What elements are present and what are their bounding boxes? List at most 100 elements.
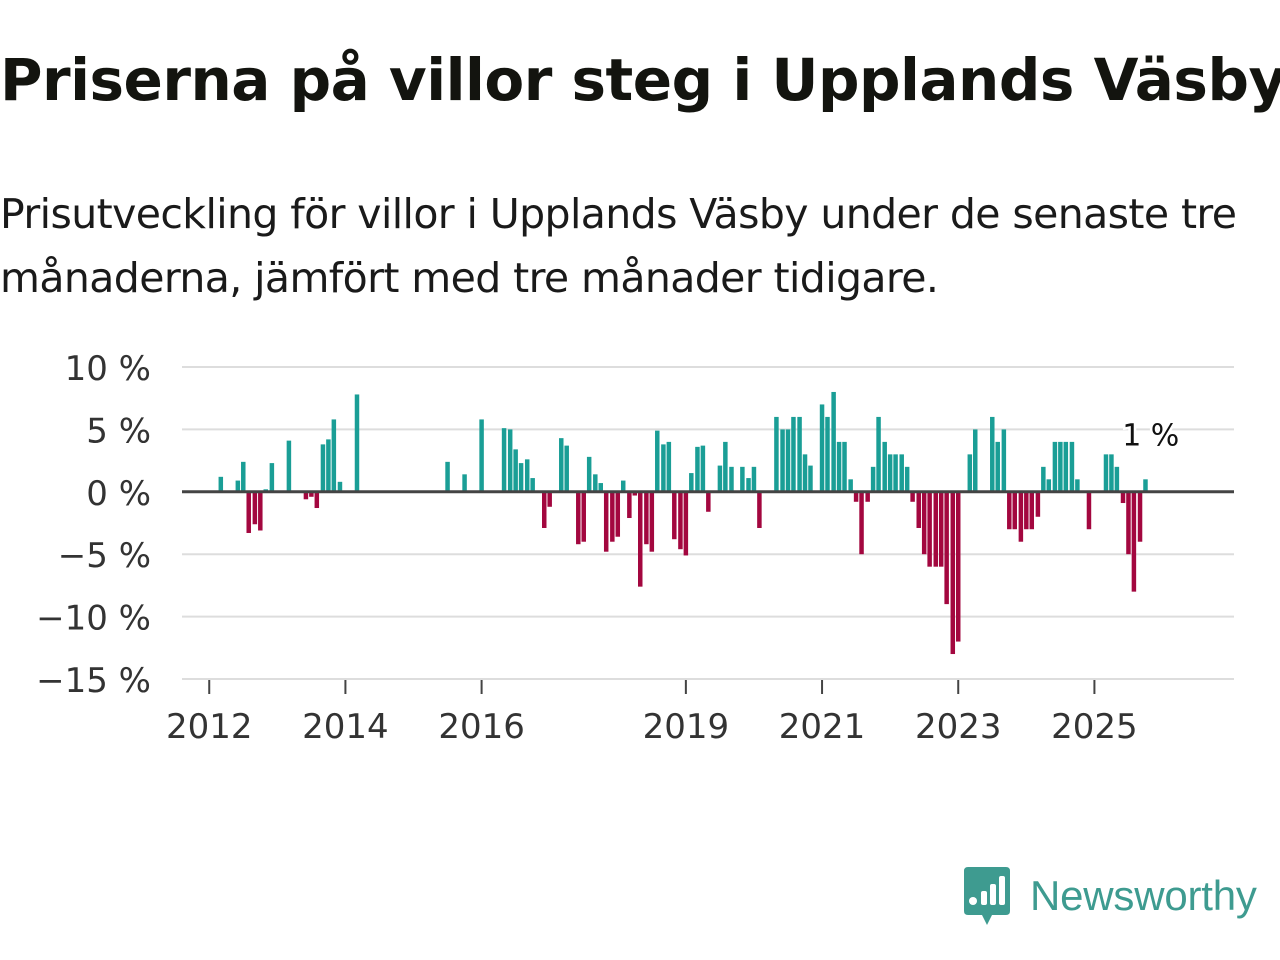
bar: [899, 454, 904, 492]
bar: [649, 491, 655, 552]
bar: [241, 461, 246, 492]
bar: [938, 491, 944, 567]
x-tick-label: 2019: [643, 707, 730, 747]
bar: [791, 416, 796, 492]
newsworthy-brand[interactable]: Newsworthy: [962, 864, 1257, 928]
bar: [683, 491, 689, 556]
bar: [973, 429, 978, 492]
bar: [644, 491, 649, 545]
bar: [831, 391, 836, 492]
bar: [751, 466, 757, 492]
bar: [666, 441, 672, 492]
bar: [916, 491, 921, 528]
y-tick-label: 10 %: [65, 349, 151, 389]
bar: [1001, 429, 1007, 492]
bar: [598, 483, 603, 492]
x-tick-label: 2021: [779, 707, 866, 747]
bar: [910, 491, 915, 502]
bar: [887, 454, 893, 492]
bar: [581, 491, 586, 542]
bar: [246, 491, 251, 533]
bar: [717, 465, 723, 492]
bar: [904, 466, 910, 492]
bar: [1063, 441, 1069, 492]
bar: [445, 461, 450, 492]
bar: [802, 454, 808, 492]
bar: [967, 454, 973, 492]
y-tick-label: 5 %: [86, 411, 151, 451]
bar: [501, 428, 507, 492]
bar: [576, 491, 581, 545]
bar: [842, 441, 847, 492]
bar: [893, 454, 898, 492]
bar: [876, 416, 881, 492]
bar: [559, 438, 564, 492]
bar: [235, 480, 241, 492]
bar: [258, 491, 263, 531]
bar: [746, 478, 751, 492]
bar: [1114, 466, 1120, 492]
bar: [825, 416, 830, 492]
bar: [1086, 491, 1092, 530]
bar: [706, 491, 711, 512]
bar: [740, 466, 745, 492]
bar: [1035, 491, 1041, 517]
axes: 10 % 5 % 0 % −5 % −10 % −15 % 2012 2014 2016 2019…: [36, 349, 1234, 747]
bar: [638, 491, 643, 587]
bar: [462, 474, 467, 492]
bar: [524, 459, 530, 492]
bar: [320, 444, 326, 492]
bar: [615, 491, 621, 537]
bar: [586, 456, 592, 492]
bar: [354, 394, 360, 492]
bar: [507, 429, 513, 492]
bar: [848, 479, 853, 492]
bar: [927, 491, 932, 567]
newsworthy-logo-icon: [964, 867, 1010, 925]
bar: [672, 491, 677, 540]
bar: [695, 446, 700, 492]
bar: [661, 444, 666, 492]
data-label: 1 %: [1122, 418, 1179, 453]
bar: [995, 441, 1000, 492]
chart-title: Priserna på villor steg i Upplands Väsby: [0, 46, 1280, 114]
bar: [309, 491, 314, 497]
bar: [252, 491, 258, 525]
chart-subtitle: Prisutveckling för villor i Upplands Väs…: [0, 190, 1237, 302]
bar: [1143, 479, 1148, 492]
bar: [593, 474, 598, 492]
bar: [1126, 491, 1131, 555]
bar: [797, 416, 802, 492]
bar: [269, 463, 275, 492]
bar: [780, 429, 785, 492]
bar: [1109, 454, 1114, 492]
bar: [870, 466, 876, 492]
bar: [1024, 491, 1029, 530]
bar: [286, 440, 292, 492]
bar: [921, 491, 927, 555]
bar: [627, 491, 632, 519]
bar: [1103, 454, 1109, 492]
x-tick-label: 2025: [1051, 707, 1138, 747]
bar: [479, 419, 484, 492]
bar: [785, 429, 791, 492]
bar: [655, 430, 660, 492]
bar: [314, 491, 320, 509]
x-tick-label: 2016: [438, 707, 525, 747]
bar: [564, 445, 569, 492]
bar: [218, 476, 224, 492]
bar: [530, 478, 535, 492]
bar: [303, 491, 309, 500]
bar: [1007, 491, 1012, 530]
bar: [700, 445, 706, 492]
bar: [1018, 491, 1024, 542]
bar: [689, 473, 694, 492]
bar: [632, 491, 638, 496]
y-tick-label: −5 %: [58, 536, 151, 576]
bar: [513, 449, 518, 492]
bar: [950, 491, 956, 655]
bar: [836, 441, 842, 492]
bar: [326, 439, 331, 492]
bar: [757, 491, 762, 528]
